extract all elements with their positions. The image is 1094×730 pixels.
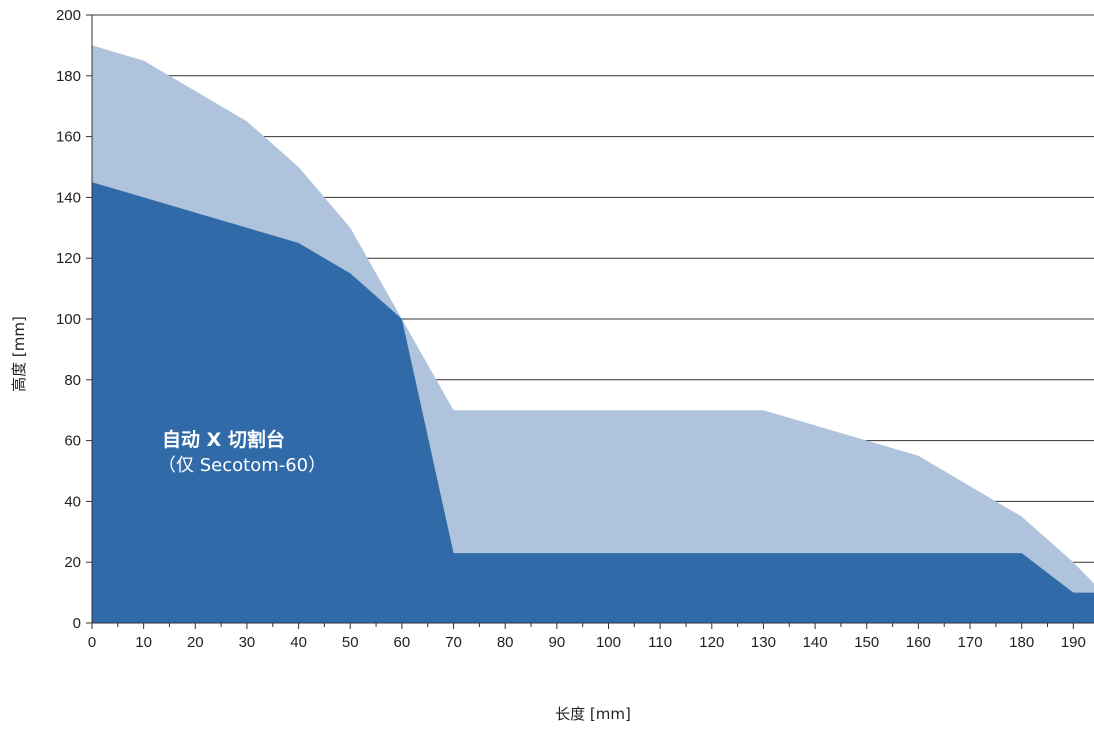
y-tick-label-200: 200 [56,7,81,24]
y-tick-label-60: 60 [64,433,81,450]
y-axis-title: 高度 [mm] [10,316,28,392]
x-tick-label-20: 20 [187,634,204,651]
series-area-2 [92,182,1094,623]
x-tick-label-130: 130 [751,634,776,651]
plot-areas [92,45,1094,623]
x-tick-label-160: 160 [906,634,931,651]
x-tick-label-40: 40 [290,634,307,651]
annotation-line-1: 自动 X 切割台 [162,428,285,451]
y-tick-label-180: 180 [56,68,81,85]
x-tick-label-50: 50 [342,634,359,651]
y-tick-label-40: 40 [64,493,81,510]
y-tick-label-160: 160 [56,129,81,146]
y-tick-label-100: 100 [56,311,81,328]
tick-labels: 0 20 40 60 80 100 120 140 160 180 200 0 10 20 30 40 50 60… [56,7,1086,651]
x-axis-title: 长度 [mm] [555,705,631,723]
x-tick-label-100: 100 [596,634,621,651]
x-tick-label-90: 90 [549,634,566,651]
axes [86,14,1094,629]
y-tick-label-80: 80 [64,372,81,389]
y-tick-label-140: 140 [56,189,81,206]
x-tick-label-180: 180 [1009,634,1034,651]
x-tick-label-80: 80 [497,634,514,651]
y-tick-label-20: 20 [64,554,81,571]
x-tick-label-60: 60 [394,634,411,651]
x-tick-label-30: 30 [239,634,256,651]
x-tick-label-170: 170 [958,634,983,651]
x-tick-label-0: 0 [88,634,96,651]
annotation-line-2: （仅 Secotom-60） [158,455,326,476]
x-tick-label-120: 120 [699,634,724,651]
x-tick-label-10: 10 [135,634,152,651]
x-tick-label-190: 190 [1061,634,1086,651]
x-tick-label-70: 70 [445,634,462,651]
x-tick-label-140: 140 [803,634,828,651]
x-tick-label-110: 110 [648,634,672,651]
y-tick-label-120: 120 [56,250,81,267]
y-tick-label-0: 0 [73,615,81,632]
x-tick-label-150: 150 [854,634,879,651]
